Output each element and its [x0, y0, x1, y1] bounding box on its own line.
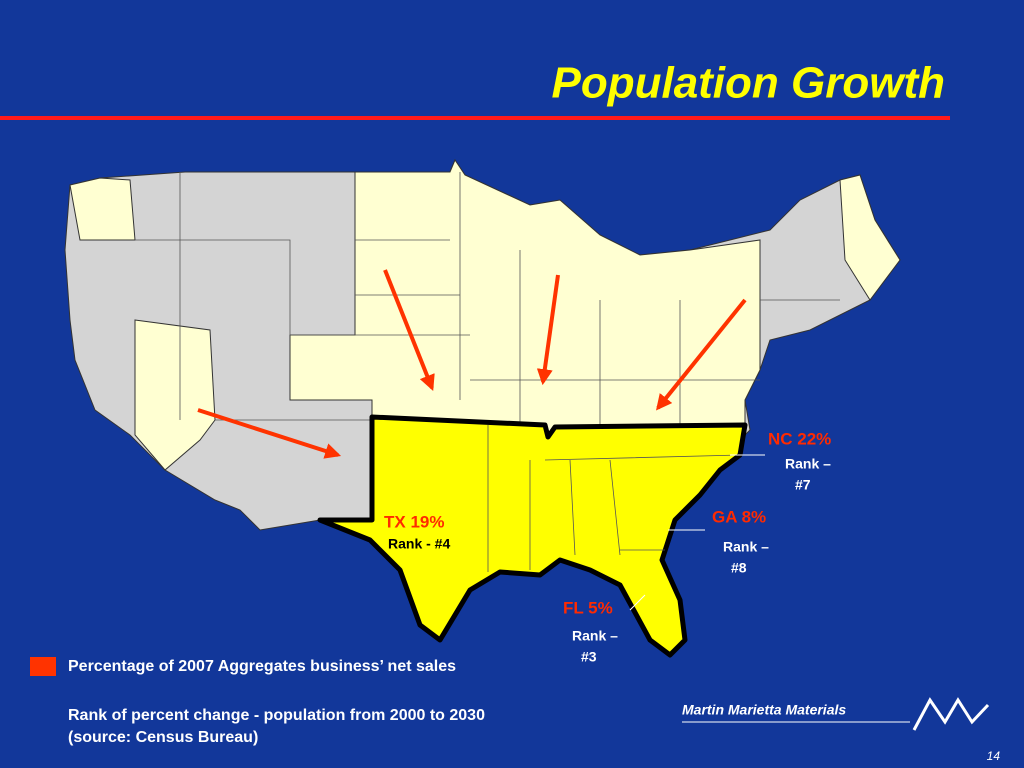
callout-rank: Rank - #4 [388, 536, 450, 552]
highlight-region [317, 414, 748, 658]
leaders [629, 454, 765, 611]
callout-rank: #7 [795, 477, 811, 493]
region-cream [839, 174, 901, 301]
us-map [64, 158, 901, 658]
region-cream [69, 177, 136, 241]
state-lines [487, 425, 741, 572]
region-cream [134, 319, 216, 471]
note: Rank of percent change - population from… [68, 707, 485, 724]
leader-line [629, 594, 646, 611]
logo-text: Martin Marietta Materials [682, 702, 846, 718]
callout-rank: #3 [581, 649, 597, 665]
arrows [197, 269, 747, 459]
callout-rank: Rank – [723, 539, 769, 555]
callout-label: GA 8% [712, 507, 766, 526]
note: (source: Census Bureau) [68, 729, 258, 746]
arrow [536, 274, 560, 386]
arrow [383, 269, 435, 391]
legend-swatch [30, 657, 56, 676]
state-lines [135, 172, 840, 425]
title: Population Growth [551, 59, 945, 108]
logo-mark [912, 697, 990, 731]
callout-label: TX 19% [384, 512, 444, 531]
callout-rank: Rank – [785, 456, 831, 472]
arrow [655, 298, 747, 411]
callout-label: NC 22% [768, 429, 831, 448]
arrow [197, 408, 342, 459]
region-cream [289, 158, 761, 439]
legend-text: Percentage of 2007 Aggregates business’ … [68, 658, 456, 675]
page-number: 14 [987, 749, 1001, 763]
callout-label: FL 5% [563, 598, 613, 617]
callout-rank: #8 [731, 560, 747, 576]
callout-rank: Rank – [572, 628, 618, 644]
